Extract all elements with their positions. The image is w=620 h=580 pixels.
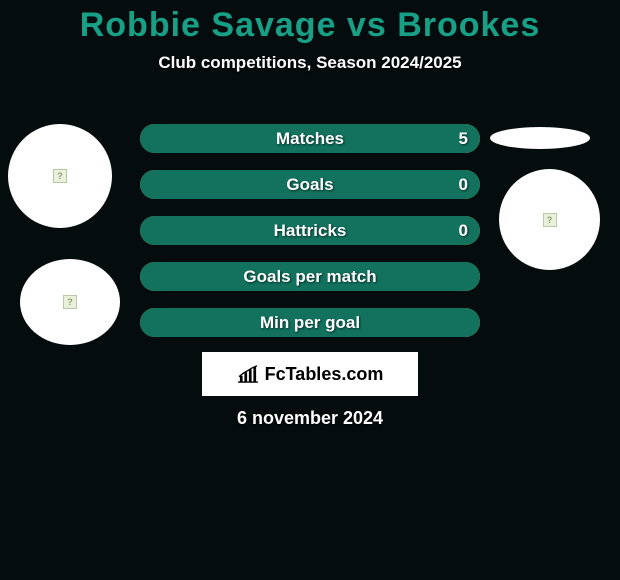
stat-row-goals: Goals 0 — [140, 170, 480, 199]
stat-row-hattricks: Hattricks 0 — [140, 216, 480, 245]
image-placeholder-icon: ? — [53, 169, 67, 183]
player1-avatar: ? — [8, 124, 112, 228]
stat-value: 0 — [459, 221, 468, 241]
snapshot-date: 6 november 2024 — [0, 408, 620, 429]
player1-club-avatar: ? — [20, 259, 120, 345]
comparison-title: Robbie Savage vs Brookes — [0, 0, 620, 45]
stat-label: Goals per match — [243, 267, 376, 287]
brand-chart-icon — [237, 365, 259, 383]
stat-row-goals-per-match: Goals per match — [140, 262, 480, 291]
stat-value: 5 — [459, 129, 468, 149]
stat-label: Hattricks — [274, 221, 347, 241]
stat-label: Matches — [276, 129, 344, 149]
player2-avatar: ? — [499, 169, 600, 270]
stat-value: 0 — [459, 175, 468, 195]
stats-container: Matches 5 Goals 0 Hattricks 0 Goals per … — [140, 124, 480, 354]
image-placeholder-icon: ? — [543, 213, 557, 227]
stat-label: Goals — [286, 175, 333, 195]
stat-label: Min per goal — [260, 313, 360, 333]
player2-oval — [490, 127, 590, 149]
brand-watermark: FcTables.com — [202, 352, 418, 396]
brand-text: FcTables.com — [265, 364, 384, 385]
stat-row-min-per-goal: Min per goal — [140, 308, 480, 337]
comparison-subtitle: Club competitions, Season 2024/2025 — [0, 53, 620, 73]
image-placeholder-icon: ? — [63, 295, 77, 309]
stat-row-matches: Matches 5 — [140, 124, 480, 153]
